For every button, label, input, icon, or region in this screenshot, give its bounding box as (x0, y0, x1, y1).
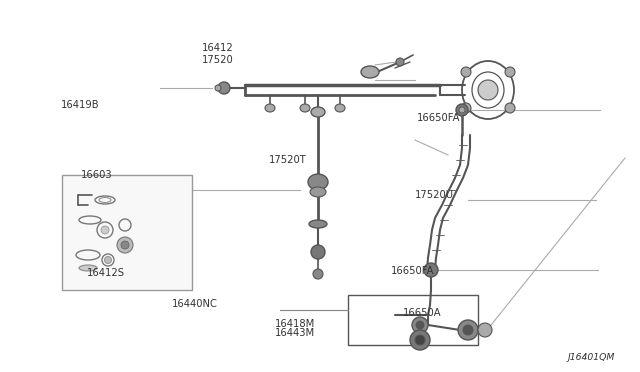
Bar (348, 295, 478, 345)
Text: 16650FA: 16650FA (390, 266, 434, 276)
Text: J16401QM: J16401QM (567, 353, 614, 362)
Circle shape (505, 67, 515, 77)
Ellipse shape (79, 265, 97, 271)
Ellipse shape (265, 104, 275, 112)
Ellipse shape (308, 174, 328, 190)
Text: 17520T: 17520T (269, 155, 307, 165)
Text: 16603: 16603 (81, 170, 112, 180)
Ellipse shape (311, 107, 325, 117)
Circle shape (478, 323, 492, 337)
Circle shape (461, 103, 471, 113)
Circle shape (121, 241, 129, 249)
Text: 16650A: 16650A (403, 308, 442, 318)
Circle shape (463, 325, 473, 335)
Bar (62, 175, 192, 290)
Circle shape (313, 269, 323, 279)
Text: 16412: 16412 (202, 44, 234, 53)
Circle shape (215, 85, 221, 91)
Circle shape (458, 320, 478, 340)
Circle shape (456, 104, 468, 116)
Text: 16440NC: 16440NC (172, 299, 218, 309)
Circle shape (412, 317, 428, 333)
Circle shape (461, 67, 471, 77)
Text: 16418M: 16418M (275, 320, 316, 329)
Text: 17520: 17520 (202, 55, 234, 64)
Circle shape (416, 321, 424, 329)
Circle shape (218, 82, 230, 94)
Text: 16443M: 16443M (275, 328, 316, 338)
Circle shape (101, 226, 109, 234)
Text: 16419B: 16419B (61, 100, 99, 110)
Text: 16650FA: 16650FA (417, 113, 461, 123)
Circle shape (459, 107, 465, 113)
Text: 17520U: 17520U (415, 190, 454, 200)
Ellipse shape (104, 257, 111, 263)
Circle shape (410, 330, 430, 350)
Ellipse shape (361, 66, 379, 78)
Circle shape (424, 263, 438, 277)
Ellipse shape (300, 104, 310, 112)
Circle shape (505, 103, 515, 113)
Ellipse shape (310, 187, 326, 197)
Circle shape (415, 335, 425, 345)
Text: 16412S: 16412S (86, 269, 125, 278)
Circle shape (311, 245, 325, 259)
Circle shape (117, 237, 133, 253)
Ellipse shape (335, 104, 345, 112)
Circle shape (478, 80, 498, 100)
Ellipse shape (309, 220, 327, 228)
Circle shape (396, 58, 404, 66)
